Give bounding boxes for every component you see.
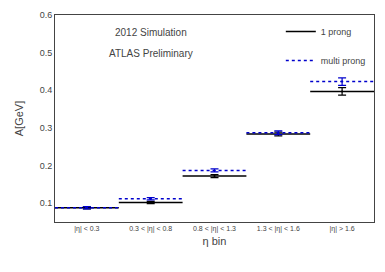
- svg-text:1 prong: 1 prong: [321, 27, 352, 37]
- svg-text:0.3: 0.3: [40, 123, 53, 133]
- svg-text:1.3 < |η| < 1.6: 1.3 < |η| < 1.6: [257, 225, 300, 233]
- svg-text:ATLAS Preliminary: ATLAS Preliminary: [109, 48, 193, 59]
- svg-text:0.8 < |η| < 1.3: 0.8 < |η| < 1.3: [193, 225, 236, 233]
- svg-text:0.1: 0.1: [40, 198, 53, 208]
- svg-text:0.5: 0.5: [40, 48, 53, 58]
- svg-text:A[GeV]: A[GeV]: [13, 101, 25, 136]
- svg-text:0.3 < |η| < 0.8: 0.3 < |η| < 0.8: [129, 225, 172, 233]
- svg-text:|η| > 1.6: |η| > 1.6: [329, 225, 354, 233]
- svg-text:multi prong: multi prong: [321, 56, 366, 66]
- svg-text:0.4: 0.4: [40, 85, 53, 95]
- svg-text:0.2: 0.2: [40, 161, 53, 171]
- svg-text:η bin: η bin: [203, 235, 227, 247]
- svg-text:0.6: 0.6: [40, 10, 53, 20]
- svg-text:2012 Simulation: 2012 Simulation: [115, 27, 187, 38]
- svg-text:|η| < 0.3: |η| < 0.3: [74, 225, 99, 233]
